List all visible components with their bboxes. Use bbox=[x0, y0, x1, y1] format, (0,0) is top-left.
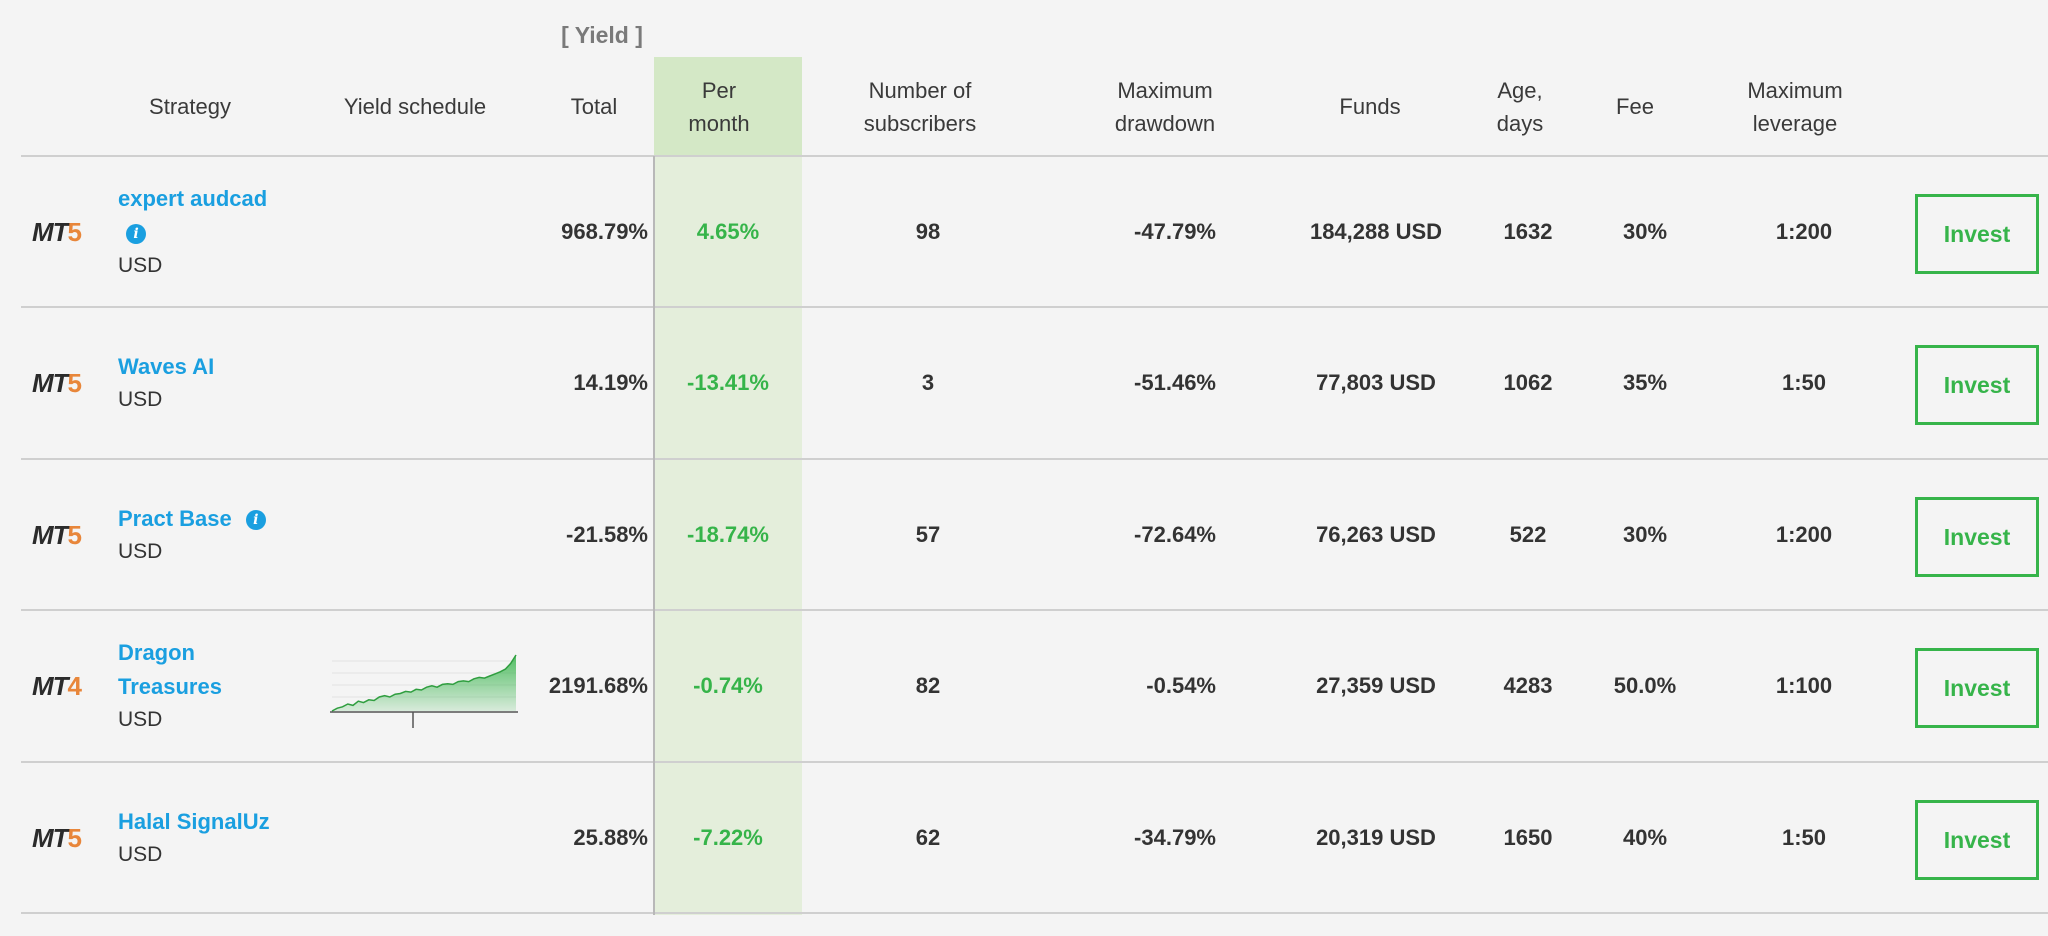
strategy-cell: Halal SignalUz USD bbox=[118, 763, 318, 913]
strategy-currency: USD bbox=[118, 254, 163, 277]
strategy-currency: USD bbox=[118, 540, 163, 563]
sparkline-area bbox=[332, 655, 516, 711]
strategy-name-link-line2[interactable]: i bbox=[118, 216, 318, 250]
subscribers-value: 98 bbox=[915, 219, 941, 244]
fee-value: 30% bbox=[1622, 219, 1668, 244]
per-month-yield-value: -13.41% bbox=[687, 370, 769, 395]
age-days-value: 1650 bbox=[1503, 825, 1553, 850]
max-drawdown-value: -47.79% bbox=[1134, 219, 1216, 244]
strategy-currency: USD bbox=[118, 708, 163, 731]
strategy-currency: USD bbox=[118, 388, 163, 411]
column-header-leverage[interactable]: Maximum leverage bbox=[1747, 77, 1843, 136]
max-leverage-value: 1:50 bbox=[1781, 825, 1827, 850]
subscribers-value: 62 bbox=[915, 825, 941, 850]
total-yield-value: 14.19% bbox=[573, 370, 648, 395]
funds-value: 184,288 USD bbox=[1309, 219, 1443, 244]
row-divider bbox=[21, 609, 2048, 611]
per-month-yield-value: -0.74% bbox=[693, 673, 763, 698]
max-drawdown-value: -34.79% bbox=[1134, 825, 1216, 850]
yield-sparkline-chart bbox=[330, 654, 518, 728]
age-days-value: 1062 bbox=[1503, 370, 1553, 395]
platform-logo: MT 5 bbox=[32, 519, 82, 550]
column-header-total[interactable]: Total bbox=[570, 94, 618, 119]
platform-logo: MT 5 bbox=[32, 822, 82, 853]
invest-button[interactable]: Invest bbox=[1915, 497, 2039, 577]
total-yield-value: 2191.68% bbox=[548, 673, 648, 698]
fee-value: 35% bbox=[1622, 370, 1668, 395]
column-header-per-month[interactable]: Per month bbox=[688, 77, 750, 136]
per-month-yield-value: -7.22% bbox=[693, 825, 763, 850]
strategy-name-link[interactable]: Pract Base i bbox=[118, 502, 318, 536]
per-month-yield-value: -18.74% bbox=[687, 522, 769, 547]
table-row: MT 5 Halal SignalUz USD 25.88% -7.22% 62 … bbox=[0, 763, 2048, 913]
max-drawdown-value: -0.54% bbox=[1146, 673, 1216, 698]
invest-button[interactable]: Invest bbox=[1915, 194, 2039, 274]
strategy-cell: expert audcad i USD bbox=[118, 157, 318, 307]
age-days-value: 4283 bbox=[1503, 673, 1553, 698]
strategy-name-link-line2[interactable]: Treasures bbox=[118, 674, 222, 699]
max-leverage-value: 1:200 bbox=[1775, 219, 1833, 244]
max-drawdown-value: -72.64% bbox=[1134, 522, 1216, 547]
table-row: MT 5 expert audcad i USD 968.79% 4.65% 98… bbox=[0, 157, 2048, 307]
strategy-name-link[interactable]: expert audcad bbox=[118, 186, 268, 211]
subscribers-value: 82 bbox=[915, 673, 941, 698]
platform-logo: MT 4 bbox=[32, 670, 82, 701]
strategy-name-link[interactable]: Dragon bbox=[118, 640, 195, 665]
subscribers-value: 3 bbox=[921, 370, 935, 395]
yield-group-label: [ Yield ] bbox=[561, 22, 643, 48]
column-header-subscribers[interactable]: Number of subscribers bbox=[863, 77, 977, 136]
column-header-fee[interactable]: Fee bbox=[1616, 94, 1654, 119]
table-header: Strategy Yield schedule Total Per month N… bbox=[0, 0, 2048, 156]
sparkline-line bbox=[331, 654, 517, 712]
max-leverage-value: 1:200 bbox=[1775, 522, 1833, 547]
per-month-header-highlight bbox=[654, 57, 802, 156]
per-month-column-highlight bbox=[654, 57, 802, 915]
invest-button[interactable]: Invest bbox=[1915, 648, 2039, 728]
strategy-name-link[interactable]: Waves AI bbox=[118, 354, 215, 379]
row-divider bbox=[21, 306, 2048, 308]
header-divider bbox=[21, 155, 2048, 157]
total-yield-value: 25.88% bbox=[573, 825, 648, 850]
fee-value: 50.0% bbox=[1613, 673, 1677, 698]
strategy-cell: Dragon Treasures USD bbox=[118, 611, 318, 761]
funds-value: 76,263 USD bbox=[1316, 522, 1436, 547]
fee-value: 40% bbox=[1622, 825, 1668, 850]
strategy-cell: Waves AI USD bbox=[118, 308, 318, 458]
info-icon[interactable]: i bbox=[126, 224, 146, 245]
table-row: MT 5 Pract Base i USD -21.58% -18.74% 57 -… bbox=[0, 460, 2048, 610]
per-month-yield-value: 4.65% bbox=[696, 219, 760, 244]
subscribers-value: 57 bbox=[915, 522, 941, 547]
invest-button[interactable]: Invest bbox=[1915, 800, 2039, 880]
strategy-name-link[interactable]: Halal SignalUz bbox=[118, 809, 270, 834]
max-leverage-value: 1:100 bbox=[1775, 673, 1833, 698]
row-divider bbox=[21, 761, 2048, 763]
table-row: MT 5 Waves AI USD 14.19% -13.41% 3 -51.46… bbox=[0, 308, 2048, 458]
info-icon[interactable]: i bbox=[245, 510, 266, 531]
fee-value: 30% bbox=[1622, 522, 1668, 547]
funds-value: 20,319 USD bbox=[1316, 825, 1436, 850]
column-header-strategy[interactable]: Strategy bbox=[149, 94, 231, 119]
invest-button[interactable]: Invest bbox=[1915, 345, 2039, 425]
platform-logo: MT 5 bbox=[32, 216, 82, 247]
strategy-currency: USD bbox=[118, 843, 163, 866]
total-yield-value: 968.79% bbox=[561, 219, 648, 244]
funds-value: 27,359 USD bbox=[1316, 673, 1436, 698]
total-column-divider bbox=[653, 156, 655, 915]
column-header-funds[interactable]: Funds bbox=[1339, 94, 1401, 119]
row-divider bbox=[21, 458, 2048, 460]
strategy-cell: Pract Base i USD bbox=[118, 460, 318, 610]
age-days-value: 1632 bbox=[1503, 219, 1553, 244]
platform-logo: MT 5 bbox=[32, 367, 82, 398]
table-row: MT 4 Dragon Treasures USD 2191.68% -0.74%… bbox=[0, 611, 2048, 761]
row-divider bbox=[21, 912, 2048, 914]
column-header-age[interactable]: Age, days bbox=[1496, 77, 1544, 136]
column-header-drawdown[interactable]: Maximum drawdown bbox=[1114, 77, 1216, 136]
column-header-yield-schedule: Yield schedule bbox=[343, 94, 487, 119]
max-leverage-value: 1:50 bbox=[1781, 370, 1827, 395]
age-days-value: 522 bbox=[1509, 522, 1547, 547]
max-drawdown-value: -51.46% bbox=[1134, 370, 1216, 395]
funds-value: 77,803 USD bbox=[1316, 370, 1436, 395]
total-yield-value: -21.58% bbox=[566, 522, 648, 547]
